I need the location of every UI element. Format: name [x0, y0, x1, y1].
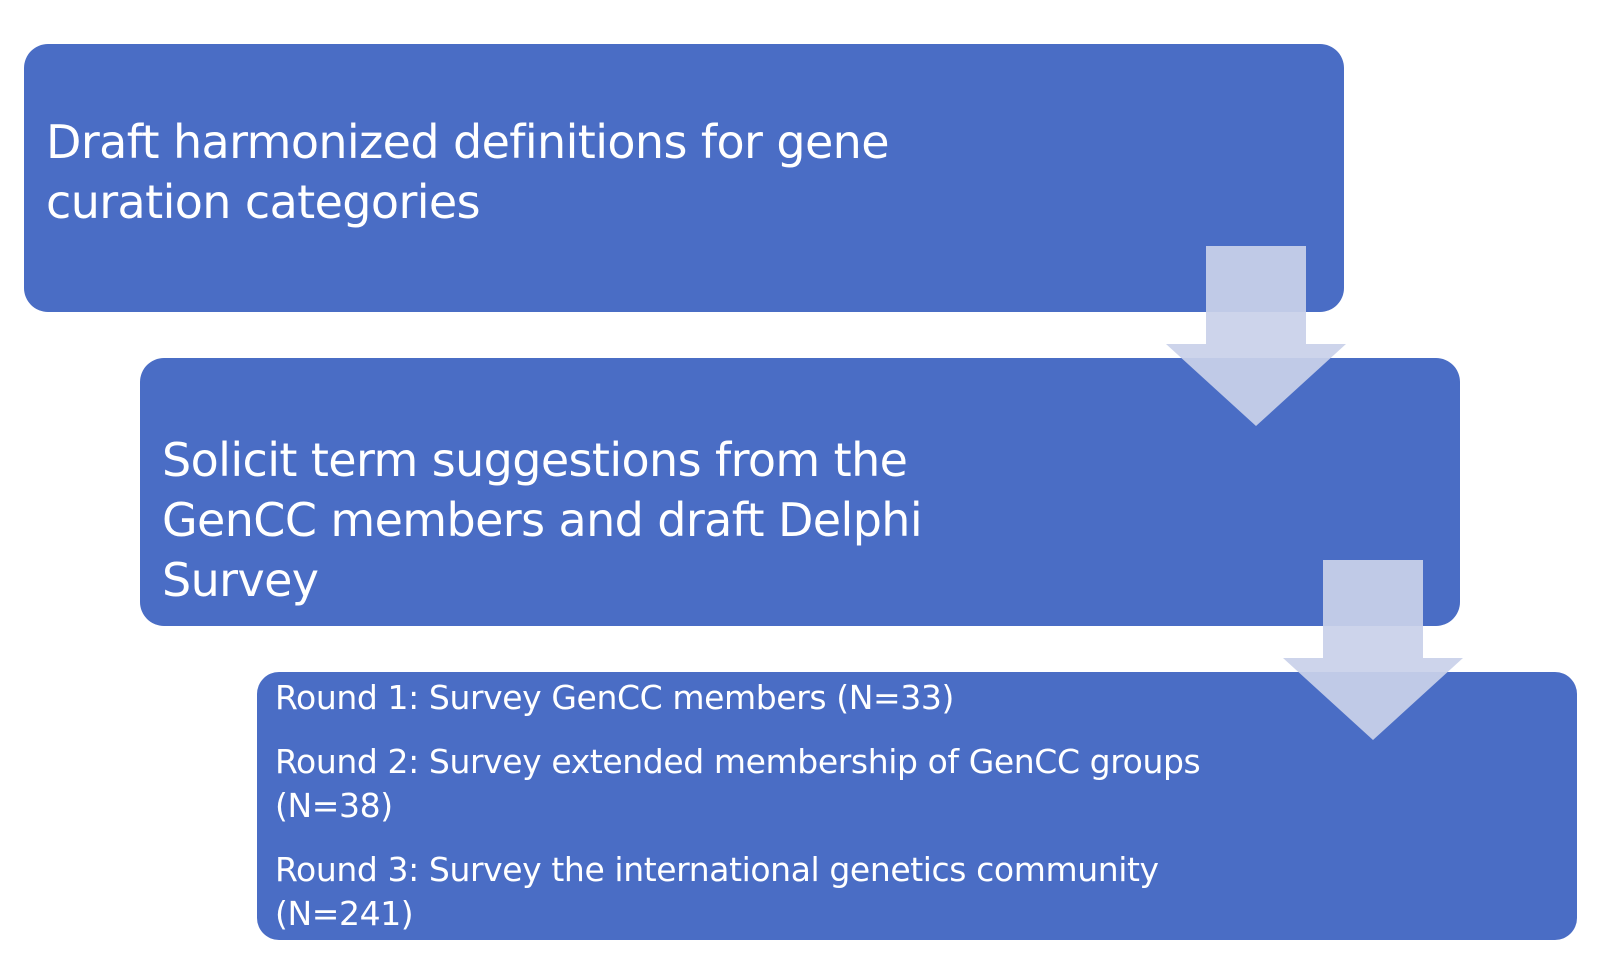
step-box-1: Draft harmonized definitions for gene cu…	[24, 44, 1344, 312]
step-2-text: Solicit term suggestions from the GenCC …	[162, 433, 923, 607]
round-3-text: Round 3: Survey the international geneti…	[275, 850, 1159, 933]
step-box-3: Round 1: Survey GenCC members (N=33) Rou…	[257, 672, 1577, 940]
down-arrow-icon	[1166, 246, 1346, 426]
round-1-text: Round 1: Survey GenCC members (N=33)	[275, 678, 954, 717]
round-2-text: Round 2: Survey extended membership of G…	[275, 742, 1201, 825]
down-arrow-icon	[1283, 560, 1463, 740]
step-1-text: Draft harmonized definitions for gene cu…	[46, 115, 890, 229]
